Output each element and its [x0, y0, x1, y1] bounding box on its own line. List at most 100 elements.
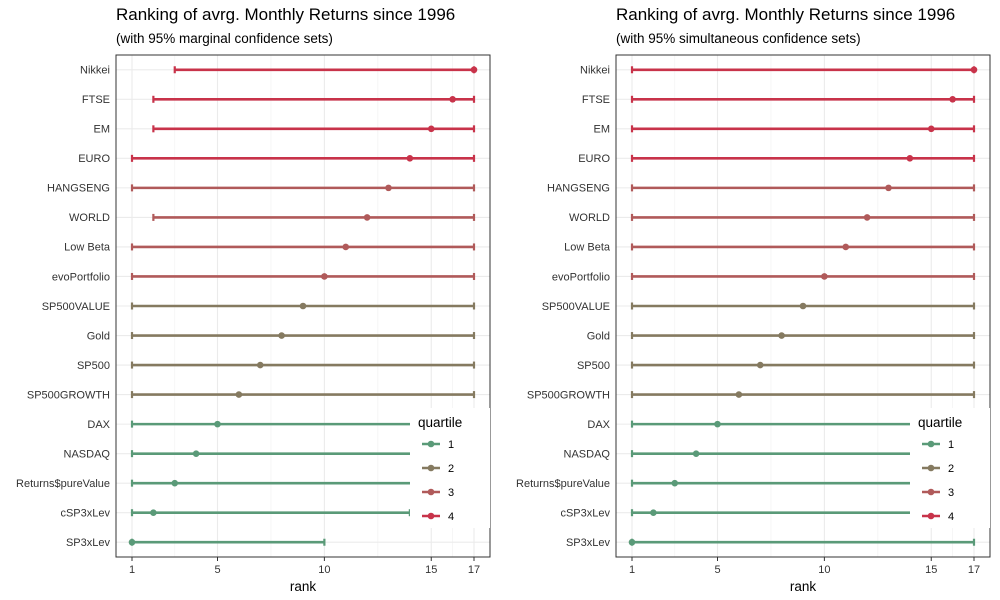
y-tick-label: EM: [594, 124, 611, 136]
y-tick-label: cSP3xLev: [60, 508, 110, 520]
data-row: SP500VALUE: [542, 301, 976, 313]
data-row: FTSE: [82, 94, 476, 106]
legend-label: 1: [448, 439, 454, 451]
data-row: SP500GROWTH: [527, 389, 976, 401]
rank-point: [906, 155, 914, 162]
x-tick-label: 1: [129, 564, 135, 576]
data-row: SP500: [77, 360, 476, 372]
y-tick-label: EM: [94, 124, 111, 136]
data-row: cSP3xLev: [60, 508, 411, 520]
data-row: Gold: [587, 330, 976, 342]
data-row: evoPortfolio: [552, 271, 976, 283]
rank-point: [692, 450, 700, 457]
rank-point: [778, 332, 785, 339]
data-row: FTSE: [582, 94, 976, 106]
rank-point: [735, 391, 743, 398]
legend-label: 1: [948, 439, 954, 451]
data-row: Low Beta: [64, 242, 476, 254]
legend: quartile 1 2 3 4: [410, 408, 490, 528]
y-tick-label: HANGSENG: [47, 183, 110, 195]
rank-point: [650, 509, 657, 517]
legend-key-point: [427, 440, 435, 448]
y-tick-label: FTSE: [582, 94, 610, 106]
x-tick-label: 17: [468, 564, 480, 576]
rank-point: [949, 95, 956, 103]
y-tick-label: NASDAQ: [564, 448, 611, 460]
data-row: WORLD: [569, 212, 976, 224]
x-tick-label: 5: [214, 564, 220, 576]
y-tick-label: Returns$pureValue: [16, 478, 110, 490]
rank-point: [714, 420, 721, 428]
y-tick-label: SP500: [577, 360, 610, 372]
data-row: SP500VALUE: [42, 301, 476, 313]
legend-label: 3: [948, 487, 954, 499]
rank-point: [214, 420, 221, 428]
y-tick-label: NASDAQ: [64, 448, 111, 460]
y-tick-label: SP500GROWTH: [527, 389, 610, 401]
data-row: SP3xLev: [66, 537, 326, 549]
legend-label: 4: [948, 511, 954, 523]
y-tick-label: HANGSENG: [547, 183, 610, 195]
chart-title: Ranking of avrg. Monthly Returns since 1…: [116, 5, 455, 24]
rank-point: [278, 332, 285, 339]
data-row: Nikkei: [80, 65, 478, 77]
rank-point: [342, 243, 350, 251]
data-row: Low Beta: [564, 242, 976, 254]
x-tick-label: 5: [714, 564, 720, 576]
y-tick-label: DAX: [587, 419, 610, 431]
legend-key-point: [927, 440, 935, 448]
rank-point: [299, 302, 307, 310]
x-axis-label: rank: [290, 579, 317, 594]
legend: quartile 1 2 3 4: [910, 408, 990, 528]
legend-key-point: [927, 488, 935, 496]
rank-point: [192, 450, 200, 457]
rank-point: [671, 479, 679, 487]
data-row: SP500: [577, 360, 976, 372]
chart-title: Ranking of avrg. Monthly Returns since 1…: [616, 5, 955, 24]
rank-point: [150, 509, 157, 517]
y-tick-label: SP500: [77, 360, 110, 372]
x-tick-label: 17: [968, 564, 980, 576]
data-row: HANGSENG: [47, 183, 476, 195]
rank-point: [235, 391, 243, 398]
legend-key-point: [427, 488, 435, 496]
rank-point: [171, 479, 179, 487]
plot-border: [615, 54, 991, 558]
legend-title: quartile: [418, 415, 462, 430]
legend-label: 4: [448, 511, 454, 523]
data-row: HANGSENG: [547, 183, 976, 195]
legend-label: 2: [448, 463, 454, 475]
legend-key-point: [927, 464, 935, 472]
data-row: EM: [594, 124, 976, 136]
x-tick-label: 1: [629, 564, 635, 576]
chart-subtitle: (with 95% marginal confidence sets): [116, 31, 333, 46]
y-tick-label: cSP3xLev: [560, 508, 610, 520]
y-tick-label: evoPortfolio: [52, 271, 110, 283]
y-tick-label: evoPortfolio: [552, 271, 610, 283]
y-tick-label: Nikkei: [80, 65, 110, 77]
rank-point: [449, 95, 456, 103]
data-row: Nikkei: [580, 65, 978, 77]
data-row: Gold: [87, 330, 476, 342]
y-tick-label: WORLD: [569, 212, 610, 224]
legend-key-point: [927, 512, 935, 520]
x-axis-label: rank: [790, 579, 817, 594]
rank-point: [927, 125, 935, 133]
y-tick-label: SP500VALUE: [42, 301, 110, 313]
data-row: EURO: [578, 153, 976, 165]
data-row: EURO: [78, 153, 476, 165]
rank-point: [128, 538, 136, 546]
data-row: SP500GROWTH: [27, 389, 476, 401]
rank-point: [970, 66, 978, 74]
legend-label: 2: [948, 463, 954, 475]
rank-point: [470, 66, 478, 74]
y-tick-label: Nikkei: [580, 65, 610, 77]
y-tick-label: Low Beta: [64, 242, 111, 254]
data-row: evoPortfolio: [52, 271, 476, 283]
chart-panel-1: Ranking of avrg. Monthly Returns since 1…: [16, 5, 491, 594]
rank-point: [863, 214, 871, 221]
plot-border: [115, 54, 491, 558]
y-tick-label: Returns$pureValue: [516, 478, 610, 490]
rank-point: [363, 214, 371, 221]
